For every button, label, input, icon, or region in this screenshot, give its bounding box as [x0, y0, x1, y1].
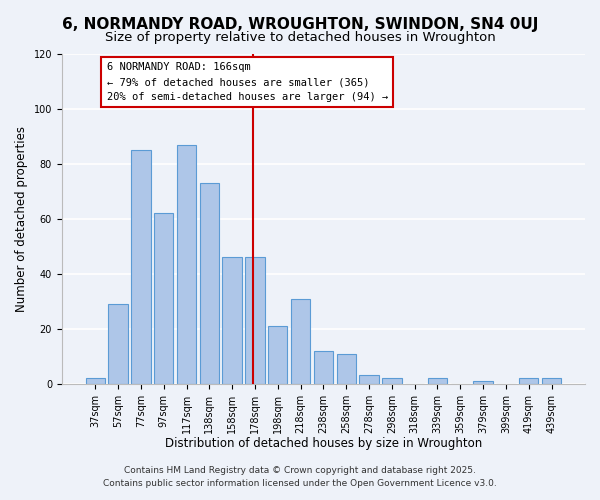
Bar [268, 326, 287, 384]
Bar [382, 378, 401, 384]
Text: 6 NORMANDY ROAD: 166sqm
← 79% of detached houses are smaller (365)
20% of semi-d: 6 NORMANDY ROAD: 166sqm ← 79% of detache… [107, 62, 388, 102]
Y-axis label: Number of detached properties: Number of detached properties [15, 126, 28, 312]
Bar [291, 298, 310, 384]
X-axis label: Distribution of detached houses by size in Wroughton: Distribution of detached houses by size … [165, 437, 482, 450]
Bar [131, 150, 151, 384]
Bar [314, 351, 333, 384]
Text: 6, NORMANDY ROAD, WROUGHTON, SWINDON, SN4 0UJ: 6, NORMANDY ROAD, WROUGHTON, SWINDON, SN… [62, 18, 538, 32]
Bar [519, 378, 538, 384]
Bar [473, 381, 493, 384]
Bar [200, 183, 219, 384]
Bar [223, 258, 242, 384]
Bar [154, 214, 173, 384]
Text: Contains HM Land Registry data © Crown copyright and database right 2025.
Contai: Contains HM Land Registry data © Crown c… [103, 466, 497, 487]
Bar [428, 378, 447, 384]
Bar [337, 354, 356, 384]
Bar [359, 376, 379, 384]
Bar [542, 378, 561, 384]
Text: Size of property relative to detached houses in Wroughton: Size of property relative to detached ho… [104, 31, 496, 44]
Bar [109, 304, 128, 384]
Bar [177, 144, 196, 384]
Bar [86, 378, 105, 384]
Bar [245, 258, 265, 384]
